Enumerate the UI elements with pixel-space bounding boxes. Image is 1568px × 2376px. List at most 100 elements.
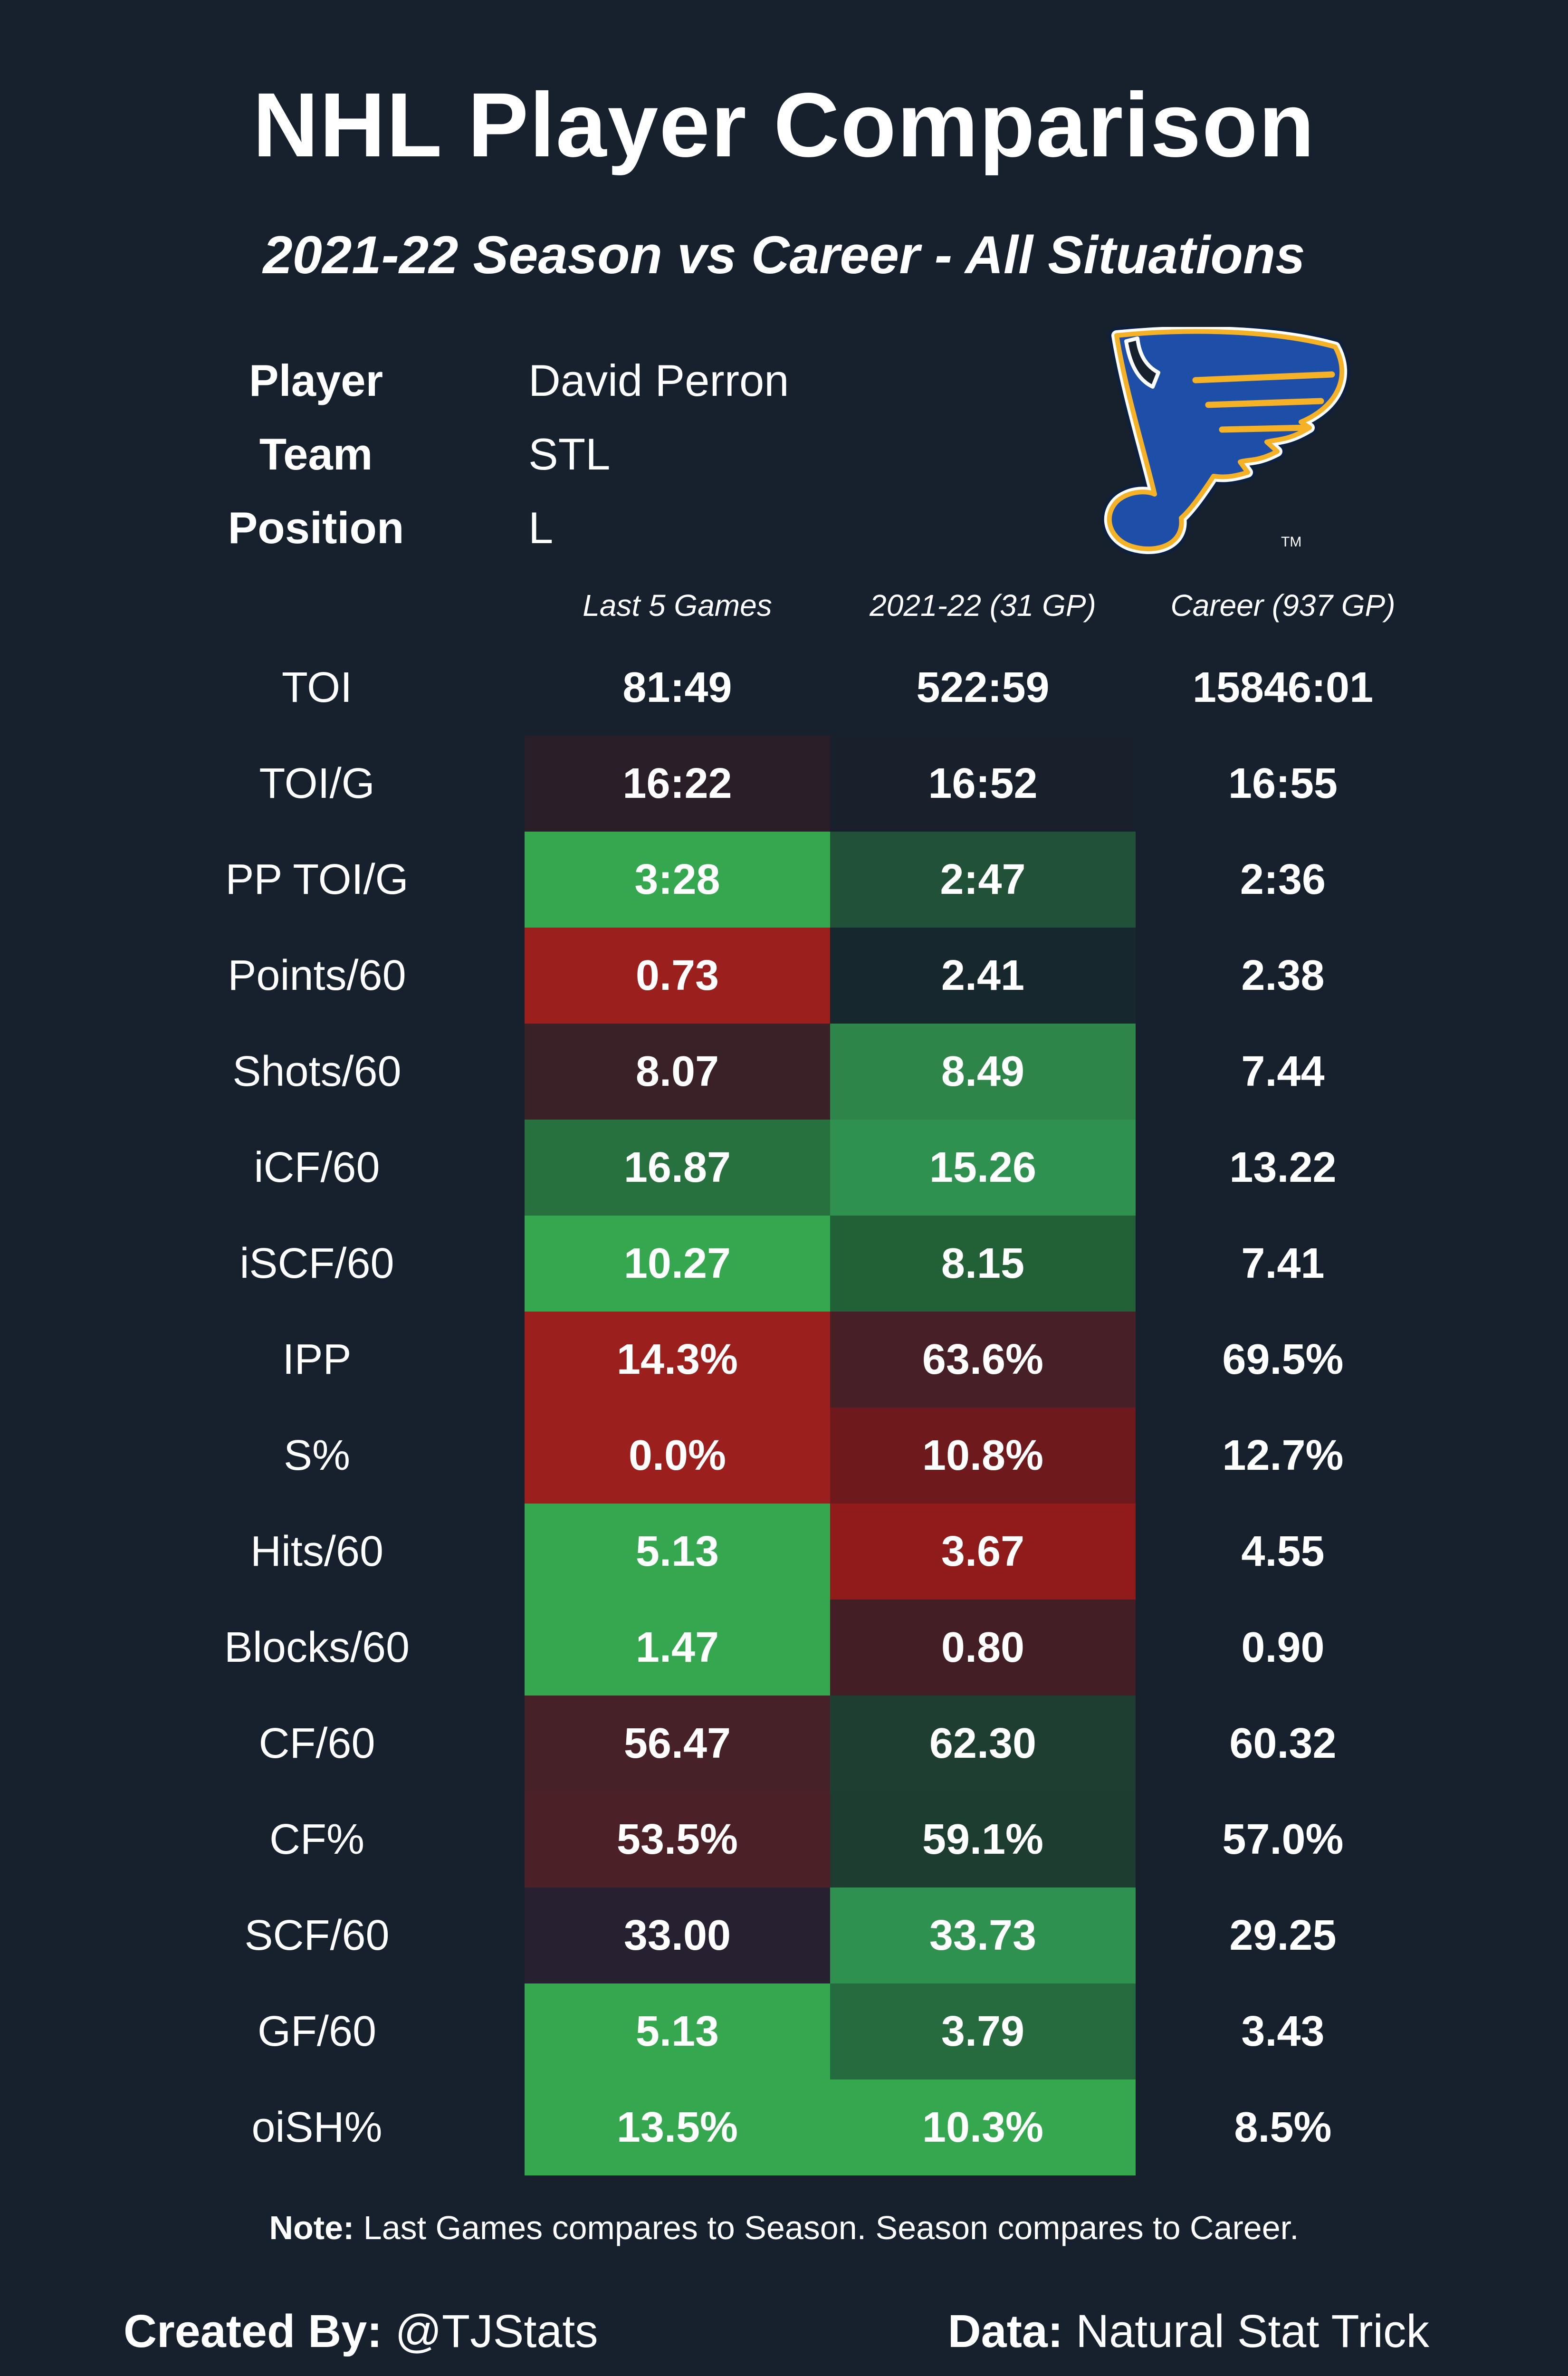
last5-value-cell: 81:49 [622, 663, 732, 711]
last5-value-cell: 14.3% [525, 1312, 830, 1408]
season-value-cell: 33.73 [830, 1887, 1136, 1983]
position-label: Position [228, 503, 404, 553]
career-value-cell: 69.5% [1222, 1335, 1344, 1383]
table-row: TOI 81:49 522:59 15846:01 [0, 640, 1568, 736]
stat-label: iSCF/60 [239, 1239, 394, 1287]
stat-label: IPP [282, 1335, 352, 1383]
position-row: Position L [0, 500, 1568, 556]
stat-label: GF/60 [257, 2007, 377, 2055]
last5-value-cell: 3:28 [525, 832, 830, 928]
stat-label: CF/60 [258, 1719, 375, 1767]
table-row: GF/60 5.13 3.79 3.43 [0, 1983, 1568, 2079]
last5-value-cell: 16.87 [525, 1120, 830, 1216]
career-value-cell: 29.25 [1229, 1911, 1337, 1959]
career-value-cell: 2:36 [1240, 855, 1326, 903]
career-value-cell: 13.22 [1229, 1143, 1337, 1191]
created-by-label: Created By: [124, 2305, 382, 2357]
team-label: Team [259, 429, 373, 479]
last5-value-cell: 5.13 [525, 1983, 830, 2079]
last5-value-cell: 0.0% [525, 1408, 830, 1504]
table-row: IPP 14.3% 63.6% 69.5% [0, 1312, 1568, 1408]
table-row: CF% 53.5% 59.1% 57.0% [0, 1792, 1568, 1887]
stat-label: Blocks/60 [224, 1623, 410, 1671]
career-value-cell: 60.32 [1229, 1719, 1337, 1767]
career-value-cell: 0.90 [1241, 1623, 1325, 1671]
career-value-cell: 3.43 [1241, 2007, 1325, 2055]
season-value-cell: 8.49 [830, 1024, 1136, 1120]
table-row: Shots/60 8.07 8.49 7.44 [0, 1024, 1568, 1120]
season-value-cell: 63.6% [830, 1312, 1136, 1408]
stat-label: oiSH% [251, 2103, 382, 2151]
season-value-cell: 522:59 [916, 663, 1050, 711]
season-value-cell: 10.3% [830, 2079, 1136, 2175]
season-value-cell: 2:47 [830, 832, 1136, 928]
last5-value-cell: 56.47 [525, 1696, 830, 1792]
season-value-cell: 3.79 [830, 1983, 1136, 2079]
career-value-cell: 4.55 [1241, 1527, 1325, 1575]
last5-value-cell: 0.73 [525, 928, 830, 1024]
note-label: Note: [269, 2209, 354, 2246]
note-body: Last Games compares to Season. Season co… [354, 2209, 1299, 2246]
career-value-cell: 12.7% [1222, 1431, 1344, 1479]
stat-label: PP TOI/G [225, 855, 409, 903]
player-label: Player [249, 355, 383, 405]
table-row: oiSH% 13.5% 10.3% 8.5% [0, 2079, 1568, 2175]
career-value-cell: 2.38 [1241, 951, 1325, 999]
last5-value-cell: 13.5% [525, 2079, 830, 2175]
table-row: S% 0.0% 10.8% 12.7% [0, 1408, 1568, 1504]
career-value-cell: 15846:01 [1192, 663, 1374, 711]
table-row: CF/60 56.47 62.30 60.32 [0, 1696, 1568, 1792]
career-value-cell: 57.0% [1222, 1815, 1344, 1863]
stat-label: CF% [269, 1815, 364, 1863]
data-source-value: Natural Stat Trick [1063, 2305, 1429, 2357]
last5-value-cell: 1.47 [525, 1600, 830, 1696]
table-row: Blocks/60 1.47 0.80 0.90 [0, 1600, 1568, 1696]
player-row: Player David Perron [0, 353, 1568, 409]
logo-tm-text: TM [1281, 534, 1301, 550]
table-row: TOI/G 16:22 16:52 16:55 [0, 736, 1568, 832]
stat-label: Points/60 [228, 951, 406, 999]
career-value-cell: 7.41 [1241, 1239, 1325, 1287]
last5-value-cell: 33.00 [525, 1887, 830, 1983]
season-value-cell: 8.15 [830, 1216, 1136, 1312]
column-header-last5: Last 5 Games [583, 588, 772, 623]
last5-value-cell: 16:22 [525, 736, 830, 832]
last5-value-cell: 5.13 [525, 1504, 830, 1600]
season-value-cell: 16:52 [830, 736, 1136, 832]
season-value-cell: 10.8% [830, 1408, 1136, 1504]
page-subtitle: 2021-22 Season vs Career - All Situation… [263, 225, 1305, 285]
last5-value-cell: 8.07 [525, 1024, 830, 1120]
stat-label: TOI [281, 663, 353, 711]
player-name: David Perron [528, 355, 789, 405]
stat-label: Hits/60 [250, 1527, 384, 1575]
team-name: STL [528, 429, 611, 479]
st-louis-blues-logo-icon: TM [1073, 327, 1358, 555]
column-header-season: 2021-22 (31 GP) [870, 588, 1096, 623]
season-value-cell: 59.1% [830, 1792, 1136, 1887]
career-value-cell: 16:55 [1228, 759, 1338, 807]
season-value-cell: 15.26 [830, 1120, 1136, 1216]
table-row: PP TOI/G 3:28 2:47 2:36 [0, 832, 1568, 928]
season-value-cell: 3.67 [830, 1504, 1136, 1600]
position-name: L [528, 503, 554, 553]
column-header-career: Career (937 GP) [1170, 588, 1396, 623]
table-row: Hits/60 5.13 3.67 4.55 [0, 1504, 1568, 1600]
stat-label: SCF/60 [244, 1911, 390, 1959]
footer-data-source: Data: Natural Stat Trick [948, 2305, 1429, 2358]
stat-label: Shots/60 [232, 1047, 402, 1095]
season-value-cell: 62.30 [830, 1696, 1136, 1792]
season-value-cell: 2.41 [830, 928, 1136, 1024]
created-by-value: @TJStats [382, 2305, 598, 2357]
table-row: iCF/60 16.87 15.26 13.22 [0, 1120, 1568, 1216]
stat-label: TOI/G [259, 759, 375, 807]
page-title: NHL Player Comparison [252, 74, 1316, 176]
stat-label: S% [283, 1431, 351, 1479]
note-text: Note: Last Games compares to Season. Sea… [0, 2209, 1568, 2247]
table-row: SCF/60 33.00 33.73 29.25 [0, 1887, 1568, 1983]
season-value-cell: 0.80 [830, 1600, 1136, 1696]
last5-value-cell: 53.5% [525, 1792, 830, 1887]
data-source-label: Data: [947, 2305, 1063, 2357]
team-row: Team STL [0, 426, 1568, 482]
last5-value-cell: 10.27 [525, 1216, 830, 1312]
